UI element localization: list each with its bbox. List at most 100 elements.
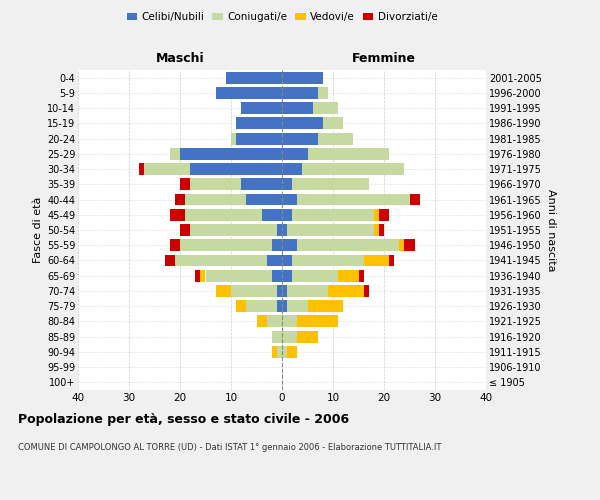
Bar <box>282 148 308 160</box>
Bar <box>308 148 389 160</box>
Bar <box>328 285 364 297</box>
Bar <box>272 346 277 358</box>
Text: COMUNE DI CAMPOLONGO AL TORRE (UD) - Dati ISTAT 1° gennaio 2006 - Elaborazione T: COMUNE DI CAMPOLONGO AL TORRE (UD) - Dat… <box>18 442 442 452</box>
Bar <box>292 254 364 266</box>
Bar <box>292 209 374 220</box>
Bar <box>226 72 282 84</box>
Bar <box>298 330 318 342</box>
Bar <box>216 285 231 297</box>
Bar <box>175 194 185 205</box>
Bar <box>302 163 404 175</box>
Bar <box>145 163 190 175</box>
Bar <box>282 102 313 114</box>
Bar <box>282 87 318 99</box>
Bar <box>282 270 292 281</box>
Bar <box>190 224 277 236</box>
Bar <box>247 300 277 312</box>
Bar <box>282 178 292 190</box>
Bar <box>267 254 282 266</box>
Bar <box>277 224 282 236</box>
Bar <box>170 148 180 160</box>
Bar <box>277 285 282 297</box>
Bar <box>282 240 298 251</box>
Bar <box>170 240 180 251</box>
Bar <box>282 254 292 266</box>
Bar <box>282 194 298 205</box>
Bar <box>272 240 282 251</box>
Bar <box>180 178 190 190</box>
Bar <box>282 132 318 144</box>
Bar <box>247 194 282 205</box>
Bar <box>287 224 374 236</box>
Bar <box>282 209 292 220</box>
Bar <box>139 163 145 175</box>
Bar <box>318 87 328 99</box>
Bar <box>282 163 302 175</box>
Bar <box>298 240 400 251</box>
Bar <box>400 240 404 251</box>
Y-axis label: Fasce di età: Fasce di età <box>32 197 43 263</box>
Bar <box>236 132 282 144</box>
Bar <box>236 118 282 130</box>
Bar <box>241 178 282 190</box>
Bar <box>374 209 379 220</box>
Text: Maschi: Maschi <box>155 52 205 65</box>
Bar <box>190 178 241 190</box>
Bar <box>241 102 282 114</box>
Bar <box>313 102 338 114</box>
Bar <box>338 270 359 281</box>
Bar <box>231 132 236 144</box>
Bar <box>175 254 267 266</box>
Bar <box>267 316 282 328</box>
Bar <box>318 132 353 144</box>
Bar <box>323 118 343 130</box>
Legend: Celibi/Nubili, Coniugati/e, Vedovi/e, Divorziati/e: Celibi/Nubili, Coniugati/e, Vedovi/e, Di… <box>122 8 442 26</box>
Bar <box>287 346 298 358</box>
Bar <box>292 270 338 281</box>
Bar <box>282 346 287 358</box>
Bar <box>190 163 282 175</box>
Text: Popolazione per età, sesso e stato civile - 2006: Popolazione per età, sesso e stato civil… <box>18 412 349 426</box>
Bar <box>272 270 282 281</box>
Bar <box>282 285 287 297</box>
Bar <box>379 224 384 236</box>
Bar <box>364 285 369 297</box>
Bar <box>231 285 277 297</box>
Bar <box>308 300 343 312</box>
Bar <box>374 224 379 236</box>
Bar <box>185 194 247 205</box>
Bar <box>196 270 200 281</box>
Bar <box>170 209 185 220</box>
Bar <box>292 178 369 190</box>
Bar <box>379 209 389 220</box>
Bar <box>282 300 287 312</box>
Bar <box>272 330 282 342</box>
Bar <box>277 300 282 312</box>
Bar <box>282 224 287 236</box>
Bar <box>282 118 323 130</box>
Bar <box>236 300 247 312</box>
Bar <box>410 194 420 205</box>
Bar <box>287 300 308 312</box>
Bar <box>262 209 282 220</box>
Bar <box>404 240 415 251</box>
Bar <box>282 72 323 84</box>
Bar <box>298 194 410 205</box>
Bar <box>206 270 272 281</box>
Bar <box>359 270 364 281</box>
Bar <box>200 270 206 281</box>
Bar <box>298 316 338 328</box>
Bar <box>287 285 328 297</box>
Bar <box>257 316 267 328</box>
Text: Femmine: Femmine <box>352 52 416 65</box>
Bar <box>180 224 190 236</box>
Y-axis label: Anni di nascita: Anni di nascita <box>545 188 556 271</box>
Bar <box>185 209 262 220</box>
Bar <box>180 240 272 251</box>
Bar <box>277 346 282 358</box>
Bar <box>216 87 282 99</box>
Bar <box>364 254 389 266</box>
Bar <box>165 254 175 266</box>
Bar <box>282 316 298 328</box>
Bar <box>389 254 394 266</box>
